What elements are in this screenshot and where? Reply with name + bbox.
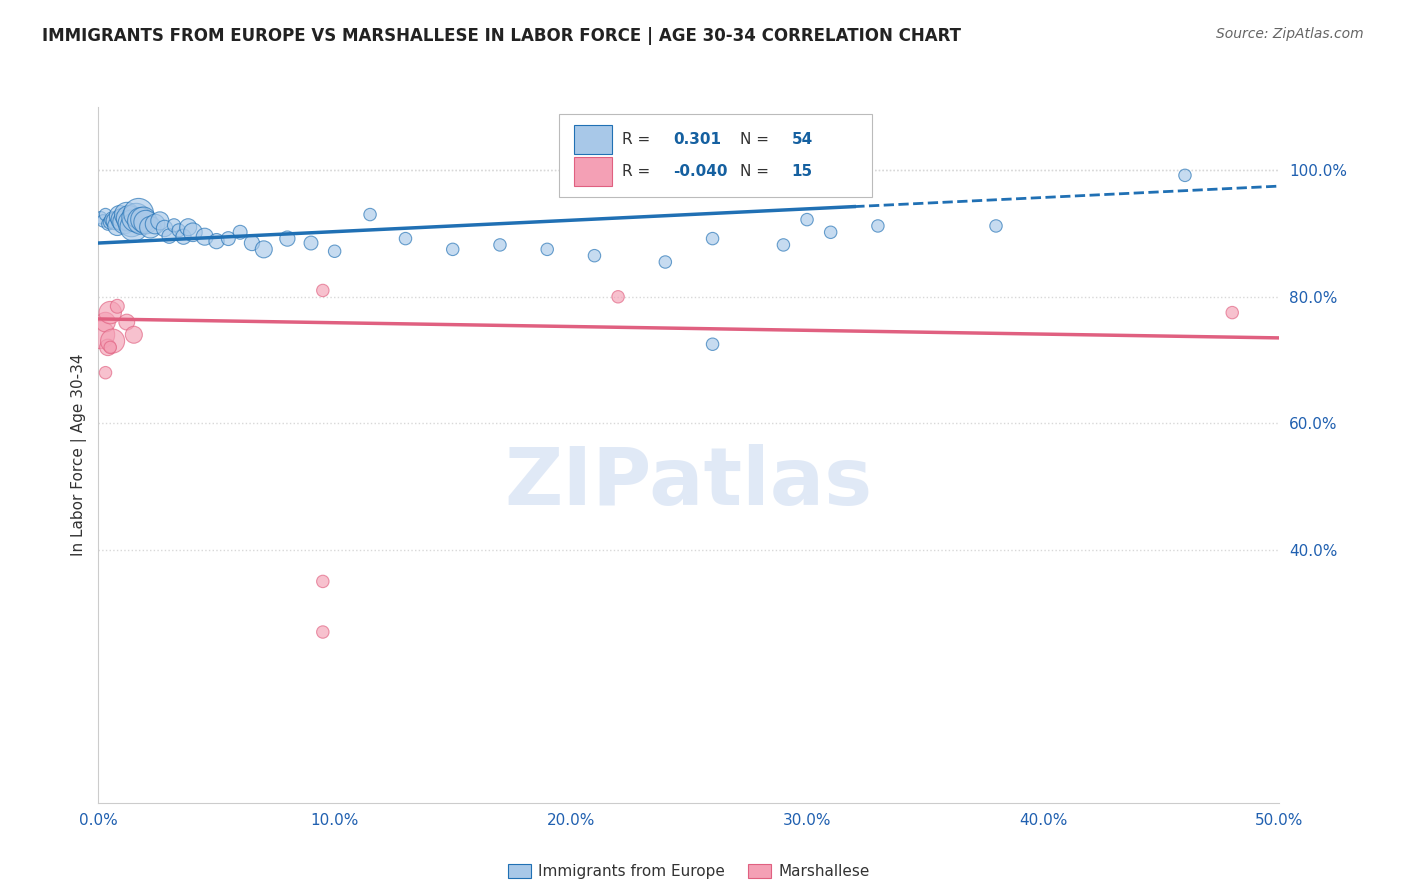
Point (1220, 305, 1243, 319)
Text: ZIPatlas: ZIPatlas (505, 443, 873, 522)
Point (153, 221, 176, 235)
Point (98, 215, 121, 229)
Point (654, 255, 676, 269)
FancyBboxPatch shape (575, 157, 612, 186)
Point (115, 315, 138, 329)
Point (143, 217, 166, 231)
Point (94, 366, 117, 380)
Point (112, 215, 135, 229)
Point (312, 284, 335, 298)
Point (132, 212, 155, 227)
Point (194, 229, 217, 244)
Point (172, 229, 194, 244)
Text: R =: R = (621, 132, 655, 147)
Point (122, 220, 145, 235)
Y-axis label: In Labor Force | Age 30-34: In Labor Force | Age 30-34 (72, 353, 87, 557)
Point (128, 206, 150, 220)
Point (229, 225, 252, 239)
Text: N =: N = (740, 132, 773, 147)
Point (149, 214, 172, 228)
Point (98, 340, 121, 354)
Point (984, 219, 1007, 233)
Point (359, 208, 381, 222)
Point (205, 234, 228, 248)
Point (796, 212, 818, 227)
Point (583, 249, 606, 263)
Point (135, 215, 157, 229)
Point (111, 212, 134, 227)
Point (122, 327, 145, 342)
Point (108, 209, 131, 223)
Point (394, 231, 416, 245)
Point (167, 223, 190, 237)
Point (253, 243, 276, 257)
Point (115, 208, 138, 222)
Point (105, 299, 128, 313)
Point (104, 214, 127, 228)
Point (101, 212, 124, 227)
Point (276, 231, 298, 245)
Point (820, 225, 842, 239)
Point (125, 211, 148, 225)
Point (101, 334, 124, 348)
Text: Source: ZipAtlas.com: Source: ZipAtlas.com (1216, 27, 1364, 41)
Point (121, 216, 143, 230)
Point (94, 208, 117, 222)
Point (489, 238, 512, 252)
Point (299, 235, 322, 250)
Point (536, 243, 558, 257)
Point (772, 238, 794, 252)
Point (702, 231, 724, 245)
FancyBboxPatch shape (560, 114, 872, 197)
Point (240, 235, 263, 250)
Point (94, 315, 117, 329)
Point (139, 220, 162, 235)
Point (90, 211, 112, 225)
Point (97, 217, 120, 231)
Point (129, 214, 152, 228)
Text: R =: R = (621, 164, 655, 179)
Point (163, 219, 186, 233)
Point (97, 340, 120, 354)
Point (98, 305, 121, 319)
Point (866, 219, 889, 233)
Point (441, 243, 464, 257)
Text: -0.040: -0.040 (673, 164, 728, 179)
Point (181, 225, 204, 239)
FancyBboxPatch shape (575, 125, 612, 154)
Point (702, 337, 724, 351)
Legend: Immigrants from Europe, Marshallese: Immigrants from Europe, Marshallese (502, 858, 876, 886)
Text: N =: N = (740, 164, 773, 179)
Point (217, 231, 239, 245)
Point (607, 290, 630, 304)
Point (312, 625, 335, 640)
Point (312, 574, 335, 589)
Text: 54: 54 (792, 132, 813, 147)
Point (1174, 169, 1197, 183)
Point (177, 220, 200, 235)
Text: 15: 15 (792, 164, 813, 179)
Point (323, 244, 346, 259)
Point (105, 219, 128, 233)
Text: 0.301: 0.301 (673, 132, 721, 147)
Point (91, 214, 114, 228)
Text: IMMIGRANTS FROM EUROPE VS MARSHALLESE IN LABOR FORCE | AGE 30-34 CORRELATION CHA: IMMIGRANTS FROM EUROPE VS MARSHALLESE IN… (42, 27, 962, 45)
Point (90, 327, 112, 342)
Point (118, 211, 141, 226)
Point (157, 229, 180, 244)
